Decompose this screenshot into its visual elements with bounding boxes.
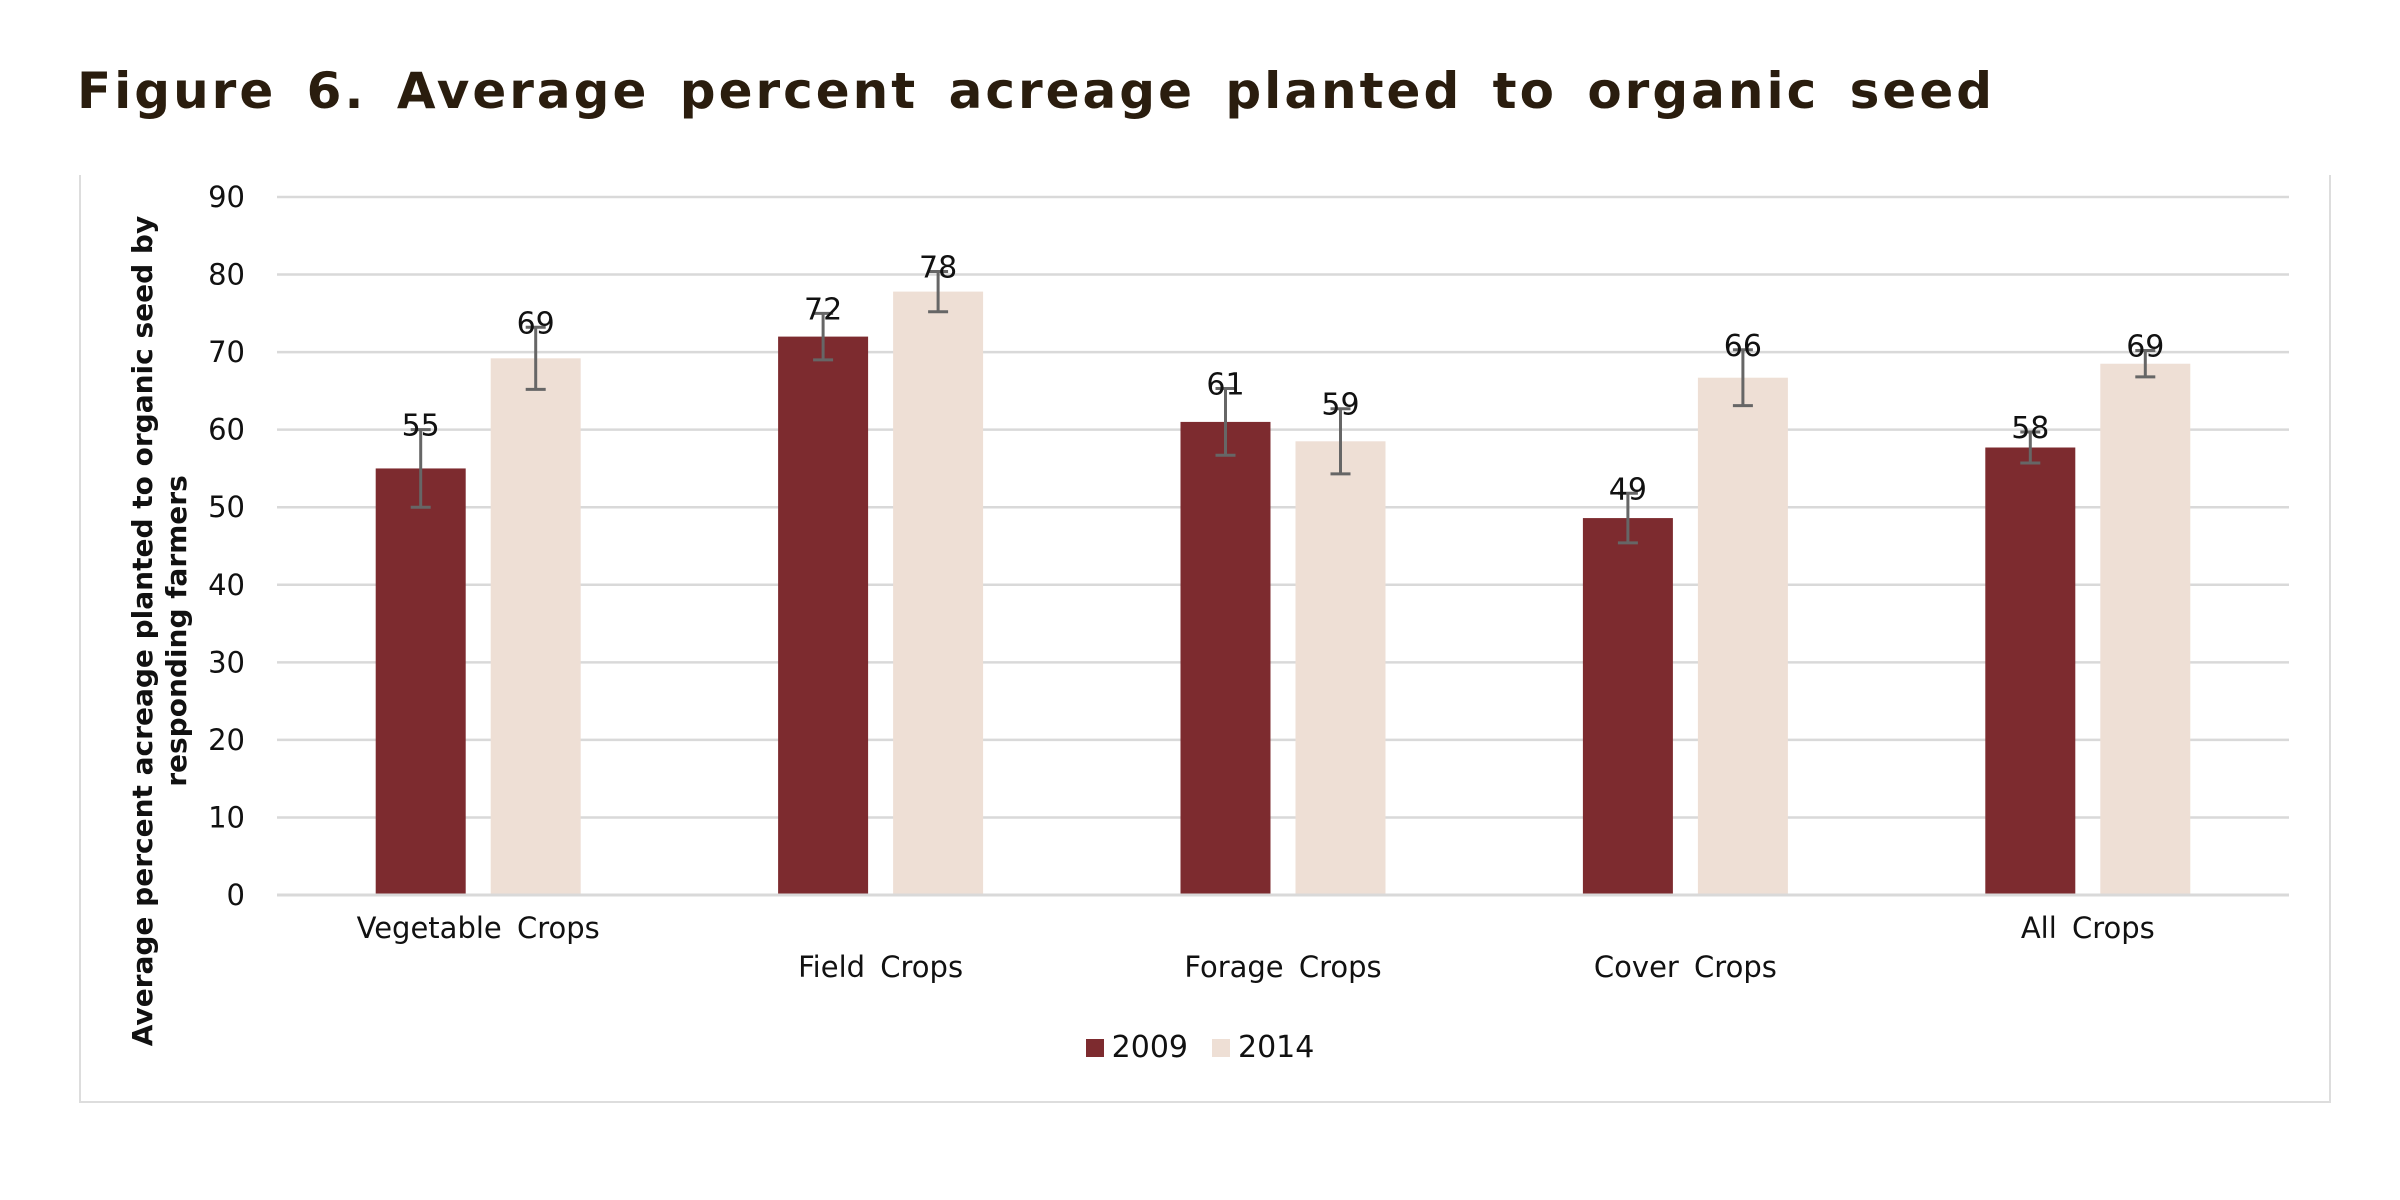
bar-2009 <box>1985 447 2076 895</box>
x-tick-label: Forage Crops <box>1184 950 1381 984</box>
y-tick-label: 0 <box>227 878 245 912</box>
data-label: 61 <box>1206 368 1244 403</box>
bar-2009 <box>1180 421 1271 895</box>
legend-swatch <box>1085 1038 1104 1057</box>
y-tick-label: 80 <box>208 258 245 292</box>
y-tick-label: 40 <box>208 568 245 602</box>
x-tick-label: All Crops <box>2021 911 2155 945</box>
legend-item-2009: 2009 <box>1085 1030 1188 1065</box>
y-tick-label: 30 <box>208 645 245 679</box>
legend-label: 2009 <box>1111 1030 1188 1065</box>
legend-swatch <box>1212 1038 1230 1057</box>
x-tick-label: Vegetable Crops <box>357 911 600 945</box>
figure-title: Figure 6. Average percent acreage plante… <box>77 62 1996 120</box>
data-label: 72 <box>804 292 842 327</box>
data-label: 49 <box>1609 472 1647 507</box>
bar-2014 <box>490 358 581 895</box>
x-tick-label: Field Crops <box>798 950 963 984</box>
bar-2014 <box>1697 377 1788 895</box>
data-label: 78 <box>919 250 957 285</box>
legend-label: 2014 <box>1238 1030 1315 1065</box>
y-tick-label: 50 <box>208 490 245 524</box>
data-label: 69 <box>2126 330 2164 365</box>
data-label: 66 <box>1724 329 1762 364</box>
data-label: 58 <box>2011 411 2049 446</box>
bar-2014 <box>1295 441 1386 895</box>
bar-2009 <box>375 468 466 895</box>
x-tick-label: Cover Crops <box>1594 950 1777 984</box>
y-tick-label: 70 <box>208 335 245 369</box>
y-tick-label: 10 <box>208 800 245 834</box>
y-axis-label: Average percent acreage planted to organ… <box>126 215 193 1047</box>
bar-2009 <box>778 336 869 896</box>
bar-2009 <box>1582 518 1673 895</box>
legend: 2009 2014 <box>0 1030 2400 1065</box>
bar-2014 <box>893 291 984 895</box>
data-label: 69 <box>517 306 555 341</box>
chart-frame <box>79 175 2331 1103</box>
y-tick-label: 90 <box>208 180 245 214</box>
legend-item-2014: 2014 <box>1212 1030 1314 1065</box>
data-label: 55 <box>402 409 440 444</box>
bar-2014 <box>2100 363 2191 895</box>
data-label: 59 <box>1321 388 1359 423</box>
y-tick-label: 20 <box>208 723 245 757</box>
y-tick-label: 60 <box>208 413 245 447</box>
